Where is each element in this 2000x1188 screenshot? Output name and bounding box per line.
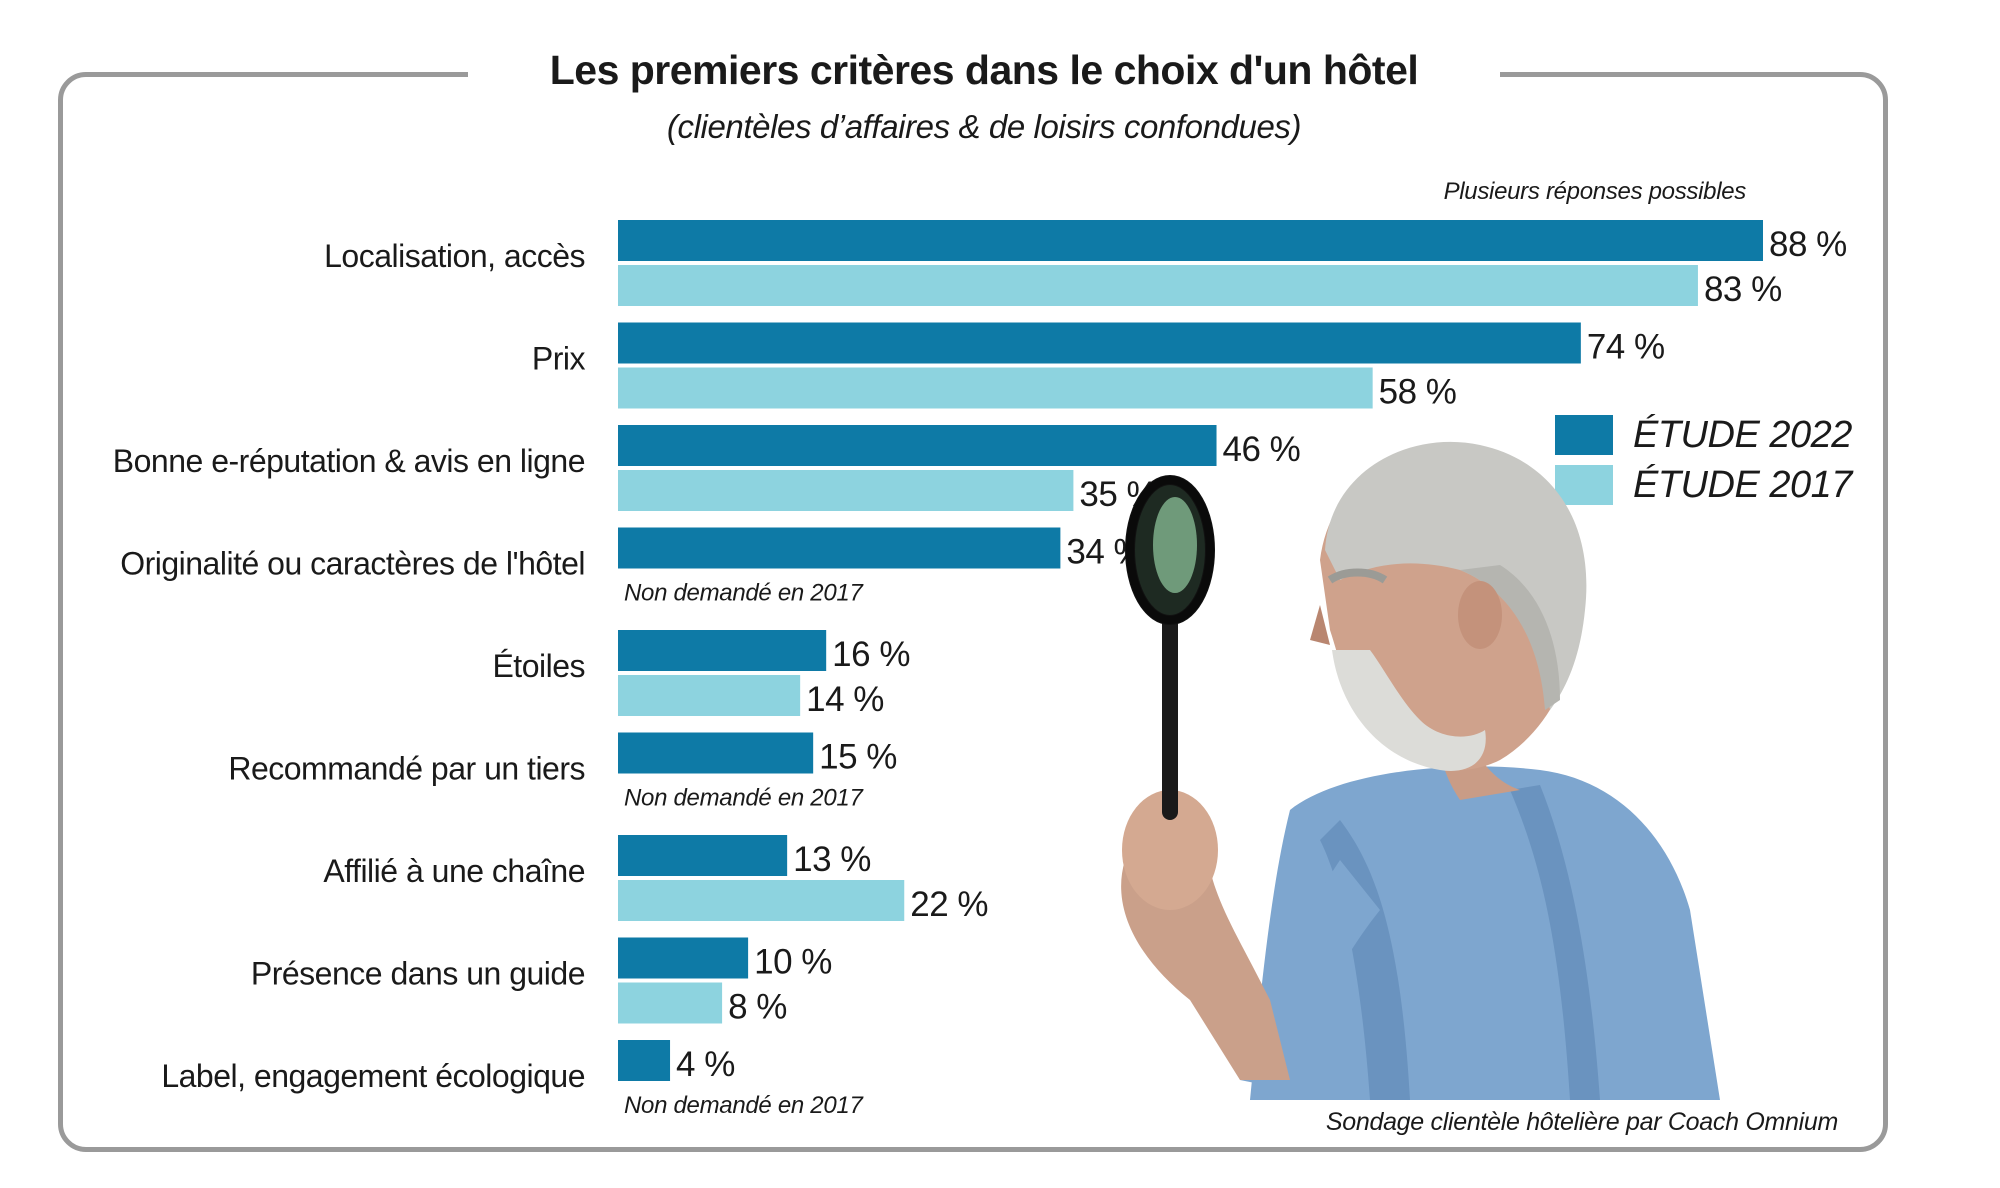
bar-2017 (618, 470, 1074, 511)
not-asked-note: Non demandé en 2017 (624, 580, 864, 607)
bar-2022 (618, 527, 1061, 569)
man-with-magnifying-glass-illustration (1121, 441, 1720, 1100)
value-label-2022: 88 % (1769, 225, 1847, 264)
bar-2017 (618, 982, 723, 1024)
value-label-2022: 4 % (676, 1045, 735, 1084)
value-label-2017: 22 % (910, 885, 988, 924)
bar-2017 (618, 675, 801, 716)
value-label-2017: 58 % (1379, 373, 1457, 412)
value-label-2017: 14 % (806, 680, 884, 719)
bar-2022 (618, 835, 788, 876)
value-label-2017: 8 % (728, 988, 787, 1027)
value-label-2022: 13 % (793, 840, 871, 879)
bar-2022 (618, 1040, 671, 1081)
value-label-2022: 46 % (1223, 430, 1301, 469)
legend: ÉTUDE 2022 ÉTUDE 2017 (1555, 410, 1852, 510)
bar-2017 (618, 367, 1373, 409)
category-label: Label, engagement écologique (161, 1058, 585, 1094)
bar-2022 (618, 425, 1217, 466)
category-label: Originalité ou caractères de l'hôtel (120, 546, 585, 582)
legend-label-2022: ÉTUDE 2022 (1633, 413, 1852, 456)
legend-label-2017: ÉTUDE 2017 (1633, 463, 1852, 506)
value-label-2017: 83 % (1704, 270, 1782, 309)
chart-source: Sondage clientèle hôtelière par Coach Om… (1325, 1108, 1838, 1136)
value-label-2022: 16 % (832, 635, 910, 674)
legend-swatch-2022 (1555, 415, 1613, 455)
chart-note: Plusieurs réponses possibles (1443, 178, 1747, 205)
category-label: Localisation, accès (324, 238, 585, 274)
category-label: Prix (532, 341, 586, 377)
bar-2017 (618, 265, 1698, 306)
bar-2022 (618, 937, 749, 979)
legend-item-2017: ÉTUDE 2017 (1555, 460, 1852, 510)
bar-2022 (618, 630, 827, 671)
bar-2022 (618, 322, 1581, 364)
title-mask (468, 40, 1500, 100)
value-label-2022: 74 % (1587, 328, 1665, 367)
bar-2017 (618, 880, 905, 921)
category-label: Présence dans un guide (251, 956, 585, 992)
chart-subtitle: (clientèles d’affaires & de loisirs conf… (666, 108, 1302, 145)
legend-swatch-2017 (1555, 465, 1613, 505)
not-asked-note: Non demandé en 2017 (624, 1092, 864, 1119)
legend-item-2022: ÉTUDE 2022 (1555, 410, 1852, 460)
not-asked-note: Non demandé en 2017 (624, 785, 864, 812)
bar-2022 (618, 732, 814, 774)
value-label-2022: 15 % (819, 738, 897, 777)
category-label: Bonne e-réputation & avis en ligne (113, 443, 585, 479)
value-label-2022: 10 % (754, 943, 832, 982)
category-label: Affilié à une chaîne (323, 853, 585, 889)
category-label: Étoiles (492, 648, 585, 684)
category-label: Recommandé par un tiers (228, 751, 585, 787)
chart-title: Les premiers critères dans le choix d'un… (549, 47, 1419, 93)
bar-2022 (618, 220, 1763, 261)
